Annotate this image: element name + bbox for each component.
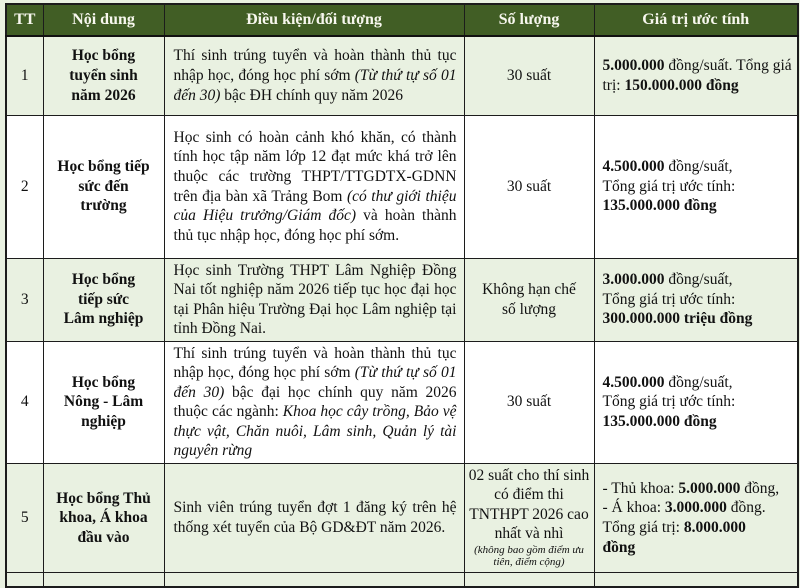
cell-tt: 3 [5,257,44,342]
text-segment: 150.000.000 đồng [624,76,739,94]
table-row: 2 Học bổng tiếp sức đến trường Học sinh có… [5,114,799,259]
cell-condition: Thí sinh trúng tuyển và hoàn thành thủ t… [163,35,465,116]
cell-quantity: 30 suất [463,114,595,259]
text-segment: bậc ĐH chính quy năm 2026 [220,86,403,104]
text-segment: 135.000.000 đồng [602,197,717,215]
text-segment: (Từ thứ tự số 01 đến 30) [173,66,457,104]
table-row: 5 Học bổng Thủ khoa, Á khoa đầu vào Sinh v… [5,462,799,574]
text-segment: đồng/suất, Tổng giá trị ước tính: [602,158,736,195]
cell-tt: 5 [5,462,44,574]
cell-clipped [5,572,44,588]
cell-scholarship-name: Học bổng Nông - Lâm nghiệp [42,340,165,464]
text-segment: đồng/suất, Tổng giá trị ước tính: [602,271,736,308]
table-row: 4 Học bổng Nông - Lâm nghiệp Thí sinh trún… [5,340,799,464]
text-segment: bậc đại học chính quy năm 2026 thuộc các… [173,383,457,421]
cell-estimated-value: 4.500.000 đồng/suất, Tổng giá trị ước tí… [593,114,799,259]
cell-condition: Học sinh Trường THPT Lâm Nghiệp Đồng Nai… [163,257,465,342]
column-header-tt: TT [5,3,44,37]
cell-tt: 1 [5,35,44,116]
text-segment: Khoa học cây trồng, Bảo vệ thực vật, Chă… [173,403,457,460]
text-segment: 02 suất cho thí sinh có điểm thi TNTHPT … [468,466,590,543]
cell-quantity: 02 suất cho thí sinh có điểm thi TNTHPT … [463,462,595,574]
text-segment: Thí sinh trúng tuyển và hoàn thành thủ t… [173,47,457,84]
table-header: TT Nội dung Điều kiện/đối tượng Số lượng Giá… [5,3,799,37]
text-segment: đồng, - Á khoa: [602,479,780,517]
column-header-name: Nội dung [42,3,165,37]
cell-condition: Thí sinh trúng tuyển và hoàn thành thủ t… [163,340,465,464]
cell-clipped [463,572,595,588]
text-segment: 4.500.000 [602,158,665,176]
scholarship-table: TT Nội dung Điều kiện/đối tượng Số lượng Giá… [5,3,799,588]
text-segment: 5.000.000 [678,479,741,497]
column-header-quantity: Số lượng [463,3,595,37]
text-segment: 4.500.000 [602,373,665,391]
text-segment: Không hạn chế số lượng [482,281,576,318]
cell-scholarship-name: Học bổng tiếp sức Lâm nghiệp [42,257,165,342]
text-segment: (không bao gồm điểm ưu tiên, điểm cộng) [474,543,584,568]
text-segment: và hoàn thành thủ tục nhập học, đóng học… [173,207,457,244]
scholarship-table-sheet: TT Nội dung Điều kiện/đối tượng Số lượng Giá… [5,3,799,588]
cell-clipped [42,572,165,588]
cell-quantity: Không hạn chế số lượng [463,257,595,342]
text-segment: 8.000.000 đồng [602,518,746,556]
text-segment: Học sinh Trường THPT Lâm Nghiệp Đồng Nai… [173,261,457,338]
text-segment: đồng/suất, Tổng giá trị ước tính: [602,373,736,411]
table-row: 1 Học bổng tuyển sinh năm 2026 Thí sinh tr… [5,35,799,116]
text-segment: 5.000.000 [602,57,665,75]
cell-estimated-value: - Thủ khoa: 5.000.000 đồng, - Á khoa: 3.… [593,462,799,574]
text-segment: 3.000.000 [602,271,665,289]
cell-tt: 4 [5,340,44,464]
text-segment: - Thủ khoa: [602,479,679,497]
text-segment: 30 suất [506,393,552,411]
cell-scholarship-name: Học bổng tiếp sức đến trường [42,114,165,259]
table-row-clipped [5,572,799,588]
text-segment: 3.000.000 [664,499,727,517]
cell-scholarship-name: Học bổng tuyển sinh năm 2026 [42,35,165,116]
text-segment: Thí sinh trúng tuyển và hoàn thành thủ t… [173,344,457,382]
text-segment: 135.000.000 đồng [602,412,717,430]
text-segment: (Từ thứ tự số 01 đến 30) [173,364,457,401]
cell-tt: 2 [5,114,44,259]
cell-condition: Học sinh có hoàn cảnh khó khăn, có thành… [163,114,465,259]
text-segment: 300.000.000 triệu đồng [602,310,753,328]
text-segment: 30 suất [506,177,552,195]
cell-estimated-value: 5.000.000 đồng/suất. Tổng giá trị: 150.0… [593,35,799,116]
cell-quantity: 30 suất [463,340,595,464]
column-header-value: Giá trị ước tính [593,3,799,37]
cell-condition: Sinh viên trúng tuyển đợt 1 đăng ký trên… [163,462,465,574]
text-segment: (có thư giới thiệu của Hiệu trưởng/Giám … [173,187,457,225]
text-segment: Học sinh có hoàn cảnh khó khăn, có thành… [173,128,457,205]
cell-estimated-value: 3.000.000 đồng/suất, Tổng giá trị ước tí… [593,257,799,342]
cell-quantity: 30 suất [463,35,595,116]
text-segment: 30 suất [506,66,552,84]
text-segment: đồng/suất. Tổng giá trị: [602,57,792,94]
column-header-condition: Điều kiện/đối tượng [163,3,465,37]
cell-clipped [163,572,465,588]
cell-estimated-value: 4.500.000 đồng/suất, Tổng giá trị ước tí… [593,340,799,464]
cell-scholarship-name: Học bổng Thủ khoa, Á khoa đầu vào [42,462,165,574]
text-segment: đồng. Tổng giá trị: [602,499,766,536]
text-segment: Sinh viên trúng tuyển đợt 1 đăng ký trên… [173,499,457,536]
cell-clipped [593,572,799,588]
header-row: TT Nội dung Điều kiện/đối tượng Số lượng Giá… [5,3,799,37]
table-row: 3 Học bổng tiếp sức Lâm nghiệp Học sinh Tr… [5,257,799,342]
